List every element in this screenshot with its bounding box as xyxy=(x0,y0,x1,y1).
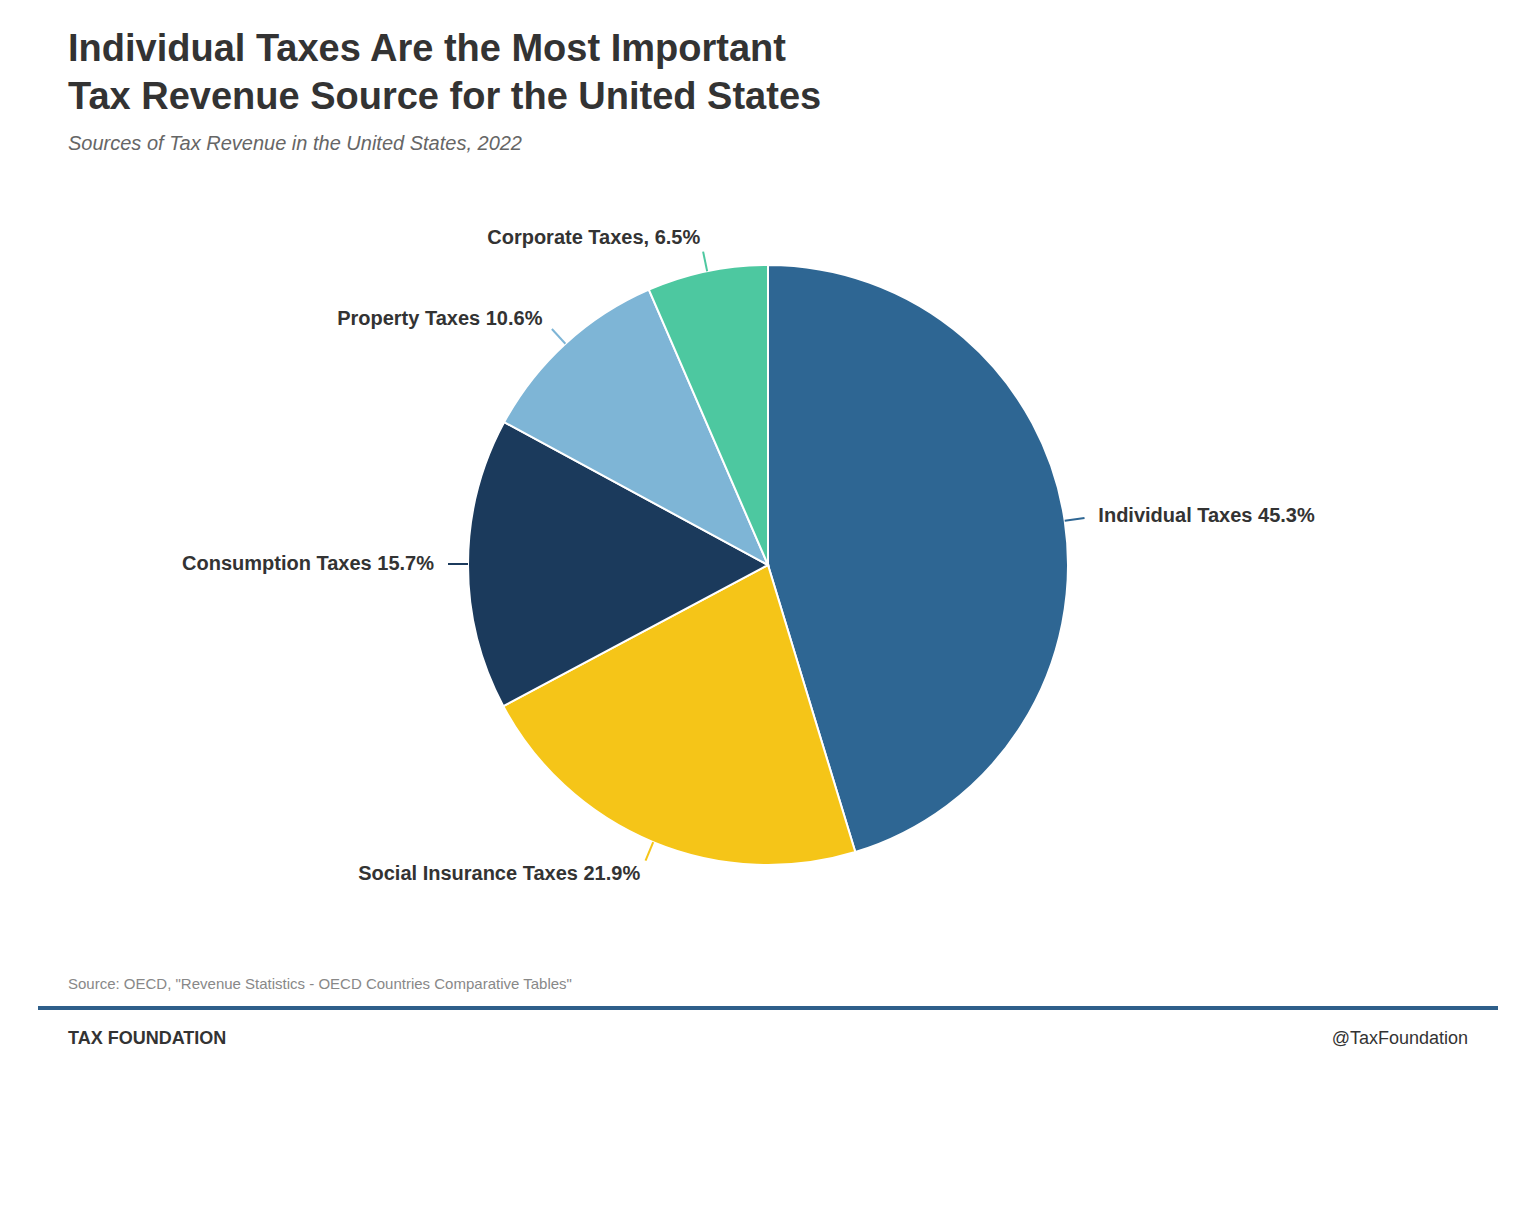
html-text:Sources of Tax Revenue in the: Sources of Tax Revenue in the United Sta… xyxy=(68,132,522,154)
svg-text:Corporate Taxes, 6.5%: Corporate Taxes, 6.5% xyxy=(487,226,700,248)
svg-text:Consumption Taxes 15.7%: Consumption Taxes 15.7% xyxy=(182,552,434,574)
svg-text:Individual Taxes 45.3%: Individual Taxes 45.3% xyxy=(1098,504,1315,526)
html-text:Tax Revenue Source for the Uni: Tax Revenue Source for the United States xyxy=(68,75,822,117)
html-text:TAX FOUNDATION: TAX FOUNDATION xyxy=(68,1028,227,1048)
svg-text:Social Insurance Taxes 21.9%: Social Insurance Taxes 21.9% xyxy=(358,862,640,884)
html-text:Individual Taxes Are the Most: Individual Taxes Are the Most Important xyxy=(68,27,786,69)
svg-text:Property Taxes 10.6%: Property Taxes 10.6% xyxy=(337,307,543,329)
html-text:Source: OECD, "Revenue Statist: Source: OECD, "Revenue Statistics - OECD… xyxy=(68,975,572,992)
html-text:@TaxFoundation: @TaxFoundation xyxy=(1331,1028,1468,1048)
